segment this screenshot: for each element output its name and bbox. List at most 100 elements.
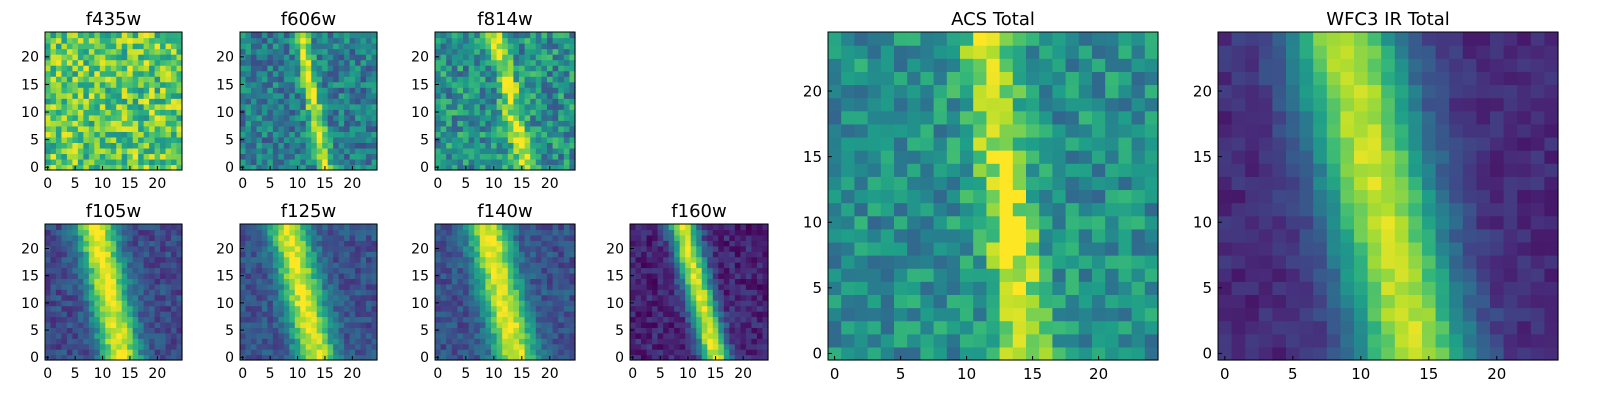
heatmap-cell <box>507 234 514 241</box>
heatmap-cell <box>435 125 442 132</box>
heatmap-cell <box>272 65 279 72</box>
heatmap-cell <box>171 65 178 72</box>
heatmap-cell <box>110 224 117 231</box>
heatmap-cell <box>245 54 252 61</box>
heatmap-cell <box>663 278 670 285</box>
heatmap-cell <box>171 43 178 50</box>
heatmap-cell <box>960 255 974 269</box>
heatmap-cell <box>305 98 312 105</box>
heatmap-cell <box>1118 150 1133 164</box>
heatmap-cell <box>116 131 123 138</box>
heatmap-cell <box>558 142 565 149</box>
heatmap-cell <box>519 70 526 77</box>
heatmap-cell <box>491 87 498 94</box>
heatmap-cell <box>322 54 329 61</box>
heatmap-cell <box>635 338 642 345</box>
heatmap-cell <box>552 294 559 301</box>
heatmap-cell <box>530 153 537 160</box>
heatmap-cell <box>519 251 526 258</box>
heatmap-cell <box>474 234 481 241</box>
heatmap-cell <box>316 338 323 345</box>
heatmap-cell <box>496 59 503 66</box>
heatmap-cell <box>94 300 101 307</box>
heatmap-cell <box>1105 268 1119 282</box>
heatmap-cell <box>723 294 730 301</box>
heatmap-cell <box>77 294 84 301</box>
heatmap-cell <box>50 300 57 307</box>
heatmap-cell <box>524 245 531 252</box>
heatmap-cell <box>176 338 183 345</box>
heatmap-cell <box>176 98 183 105</box>
heatmap-cell <box>371 136 378 143</box>
heatmap-cell <box>50 59 57 66</box>
heatmap-cell <box>360 234 367 241</box>
heatmap-cell <box>440 272 447 279</box>
heatmap-cell <box>289 98 296 105</box>
heatmap-cell <box>305 70 312 77</box>
heatmap-cell <box>300 289 307 296</box>
heatmap-cell <box>745 354 753 361</box>
heatmap-cell <box>457 32 464 39</box>
heatmap-cell <box>547 349 554 356</box>
heatmap-cell <box>338 109 345 116</box>
heatmap-cell <box>524 98 531 105</box>
heatmap-cell <box>344 164 351 171</box>
heatmap-cell <box>474 125 481 132</box>
heatmap-cell <box>61 37 68 44</box>
heatmap-cell <box>547 65 554 72</box>
heatmap-cell <box>77 327 84 334</box>
heatmap-cell <box>294 256 301 263</box>
heatmap-cell <box>88 294 95 301</box>
heatmap-cell <box>143 256 150 263</box>
heatmap-cell <box>256 349 263 356</box>
heatmap-cell <box>999 255 1014 269</box>
heatmap-cell <box>366 65 373 72</box>
heatmap-cell <box>920 241 935 256</box>
heatmap-cell <box>657 229 664 236</box>
heatmap-cell <box>300 87 307 94</box>
heatmap-cell <box>305 125 312 132</box>
heatmap-cell <box>751 267 758 274</box>
heatmap-cell <box>99 300 106 307</box>
heatmap-cell <box>569 305 576 312</box>
heatmap-cell <box>696 262 703 269</box>
heatmap-cell <box>435 321 442 328</box>
heatmap-cell <box>338 158 345 166</box>
heatmap-cell <box>256 316 263 323</box>
heatmap-cell <box>485 289 492 296</box>
heatmap-cell <box>674 327 681 334</box>
heatmap-cell <box>127 59 134 66</box>
heatmap-cell <box>1078 346 1093 361</box>
heatmap-cell <box>143 147 150 155</box>
heatmap-cell <box>679 245 686 252</box>
heatmap-cell <box>635 354 642 361</box>
heatmap-cell <box>894 110 908 125</box>
heatmap-cell <box>485 256 492 263</box>
heatmap-cell <box>1039 202 1053 217</box>
heatmap-cell <box>165 224 172 231</box>
heatmap-cell <box>468 245 475 252</box>
heatmap-cell <box>267 147 274 155</box>
heatmap-cell <box>524 234 531 241</box>
heatmap-cell <box>272 37 279 44</box>
heatmap-cell <box>674 316 681 323</box>
heatmap-cell <box>679 251 686 258</box>
heatmap-cell <box>440 164 447 171</box>
heatmap-cell <box>740 338 747 345</box>
heatmap-cell <box>294 262 301 269</box>
heatmap-cell <box>451 349 458 356</box>
heatmap-cell <box>83 294 90 301</box>
heatmap-cell <box>762 316 769 323</box>
heatmap-cell <box>83 321 90 328</box>
heatmap-cell <box>138 158 145 166</box>
heatmap-cell <box>630 262 637 269</box>
heatmap-cell <box>457 48 464 55</box>
heatmap-cell <box>289 87 296 94</box>
heatmap-cell <box>116 120 123 127</box>
heatmap-cell <box>333 283 340 290</box>
heatmap-cell <box>440 153 447 160</box>
heatmap-cell <box>311 114 318 121</box>
heatmap-cell <box>132 98 139 105</box>
heatmap-cell <box>267 321 274 328</box>
heatmap-cell <box>322 234 329 241</box>
